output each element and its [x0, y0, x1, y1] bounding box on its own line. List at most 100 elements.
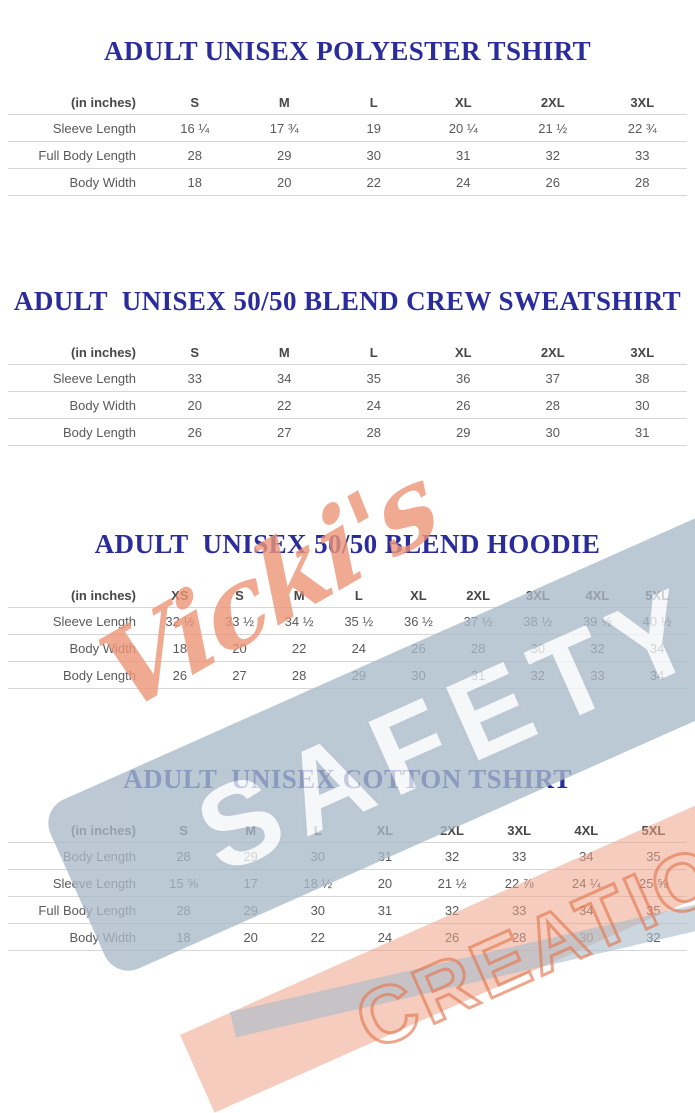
table-row: Body Width 20 22 24 26 28 30	[8, 391, 687, 419]
size-cell: 28	[597, 168, 687, 196]
size-cell: 18 ½	[284, 869, 352, 897]
row-label: Sleeve Length	[8, 114, 150, 142]
size-cell: 18	[150, 168, 240, 196]
section-cotton-tshirt: ADULT UNISEX COTTON TSHIRT (in inches) S M…	[0, 762, 695, 951]
size-cell: 24 ¼	[552, 869, 620, 897]
size-cell: 28	[269, 661, 329, 689]
size-cell: 29	[418, 418, 508, 446]
size-cell: 22	[269, 634, 329, 662]
size-cell: 37	[508, 364, 598, 392]
size-cell: 17 ¾	[239, 114, 329, 142]
column-header-5xl: 5XL	[619, 818, 687, 843]
size-cell: 33	[567, 661, 628, 689]
size-cell: 22 ⅞	[485, 869, 553, 897]
unit-label: (in inches)	[8, 340, 150, 365]
size-cell: 18	[150, 634, 210, 662]
chart-title-cotton-tshirt: ADULT UNISEX COTTON TSHIRT	[123, 764, 572, 794]
size-cell: 26	[150, 661, 210, 689]
section-polyester-tshirt: ADULT UNISEX POLYESTER TSHIRT (in inches…	[0, 34, 695, 196]
column-header-2xl: 2XL	[448, 583, 508, 608]
size-cell: 31	[448, 661, 508, 689]
row-label: Body Width	[8, 634, 150, 662]
column-header-m: M	[217, 818, 285, 843]
size-cell: 33	[485, 896, 553, 924]
table-row: Sleeve Length 15 ⅝ 17 18 ½ 20 21 ½ 22 ⅞ 24 ¼ 25 …	[8, 869, 687, 897]
row-label: Sleeve Length	[8, 364, 150, 392]
size-cell: 26	[388, 634, 449, 662]
size-cell: 29	[328, 661, 389, 689]
size-cell: 31	[418, 141, 508, 169]
size-cell: 24	[351, 923, 419, 951]
column-header-xs: XS	[150, 583, 210, 608]
column-header-3xl: 3XL	[507, 583, 568, 608]
size-cell: 33 ½	[209, 607, 270, 635]
size-cell: 30	[508, 418, 598, 446]
size-cell: 29	[239, 141, 329, 169]
size-cell: 30	[388, 661, 449, 689]
size-cell: 38 ½	[507, 607, 568, 635]
size-cell: 33	[597, 141, 687, 169]
column-header-l: L	[329, 90, 419, 115]
size-cell: 18	[150, 923, 218, 951]
row-label: Body Width	[8, 923, 150, 951]
unit-label: (in inches)	[8, 818, 150, 843]
size-cell: 29	[217, 842, 285, 870]
size-cell: 26	[418, 391, 508, 419]
size-cell: 28	[448, 634, 508, 662]
size-cell: 20	[239, 168, 329, 196]
row-label: Sleeve Length	[8, 607, 150, 635]
table-row: Body Width 18 20 22 24 26 28 30 32	[8, 923, 687, 951]
size-cell: 22	[284, 923, 352, 951]
row-label: Body Width	[8, 168, 150, 196]
size-cell: 28	[329, 418, 419, 446]
size-cell: 31	[351, 842, 419, 870]
size-cell: 37 ½	[448, 607, 508, 635]
column-header-3xl: 3XL	[485, 818, 553, 843]
size-cell: 26	[508, 168, 598, 196]
size-cell: 33	[485, 842, 553, 870]
size-cell: 28	[150, 842, 218, 870]
size-cell: 32	[619, 923, 687, 951]
size-cell: 31	[597, 418, 687, 446]
size-table-crew-sweatshirt: (in inches) S M L XL 2XL 3XL Sleeve Length 33 34 3…	[8, 340, 687, 446]
size-cell: 31	[351, 896, 419, 924]
size-cell: 27	[209, 661, 270, 689]
column-header-l: L	[284, 818, 352, 843]
row-label: Full Body Length	[8, 896, 150, 924]
row-label: Body Length	[8, 842, 150, 870]
chart-title-crew-sweatshirt: ADULT UNISEX 50/50 BLEND CREW SWEATSHIRT	[13, 286, 682, 316]
header-row: (in inches) S M L XL 2XL 3XL 4XL 5XL	[8, 818, 687, 843]
column-header-xl: XL	[351, 818, 419, 843]
size-cell: 34 ½	[269, 607, 329, 635]
table-row: Sleeve Length 33 34 35 36 37 38	[8, 364, 687, 392]
size-cell: 30	[507, 634, 568, 662]
size-cell: 29	[217, 896, 285, 924]
size-cell: 25 ⅝	[619, 869, 687, 897]
size-cell: 27	[239, 418, 329, 446]
size-cell: 33	[150, 364, 240, 392]
size-cell: 19	[329, 114, 419, 142]
size-cell: 30	[284, 842, 352, 870]
column-header-xl: XL	[418, 340, 508, 365]
column-header-2xl: 2XL	[508, 340, 598, 365]
table-row: Sleeve Length 32 ½ 33 ½ 34 ½ 35 ½ 36 ½ 37 ½ 38 …	[8, 607, 687, 635]
size-table-hoodie: (in inches) XS S M L XL 2XL 3XL 4XL 5XL Sleeve Len…	[8, 583, 687, 689]
size-cell: 34	[627, 661, 687, 689]
size-cell: 32	[418, 896, 486, 924]
table-row: Body Width 18 20 22 24 26 28 30 32 34	[8, 634, 687, 662]
column-header-s: S	[209, 583, 270, 608]
size-cell: 34	[552, 896, 620, 924]
table-row: Sleeve Length 16 ¼ 17 ¾ 19 20 ¼ 21 ½ 22 ¾	[8, 114, 687, 142]
table-row: Full Body Length 28 29 30 31 32 33	[8, 141, 687, 169]
size-cell: 34	[627, 634, 687, 662]
size-cell: 22 ¾	[597, 114, 687, 142]
size-cell: 26	[418, 923, 486, 951]
header-row: (in inches) XS S M L XL 2XL 3XL 4XL 5XL	[8, 583, 687, 608]
header-row: (in inches) S M L XL 2XL 3XL	[8, 340, 687, 365]
section-hoodie: ADULT UNISEX 50/50 BLEND HOODIE (in inch…	[0, 527, 695, 689]
column-header-xl: XL	[388, 583, 449, 608]
table-row: Body Width 18 20 22 24 26 28	[8, 168, 687, 196]
size-cell: 24	[418, 168, 508, 196]
table-row: Body Length 26 27 28 29 30 31	[8, 418, 687, 446]
